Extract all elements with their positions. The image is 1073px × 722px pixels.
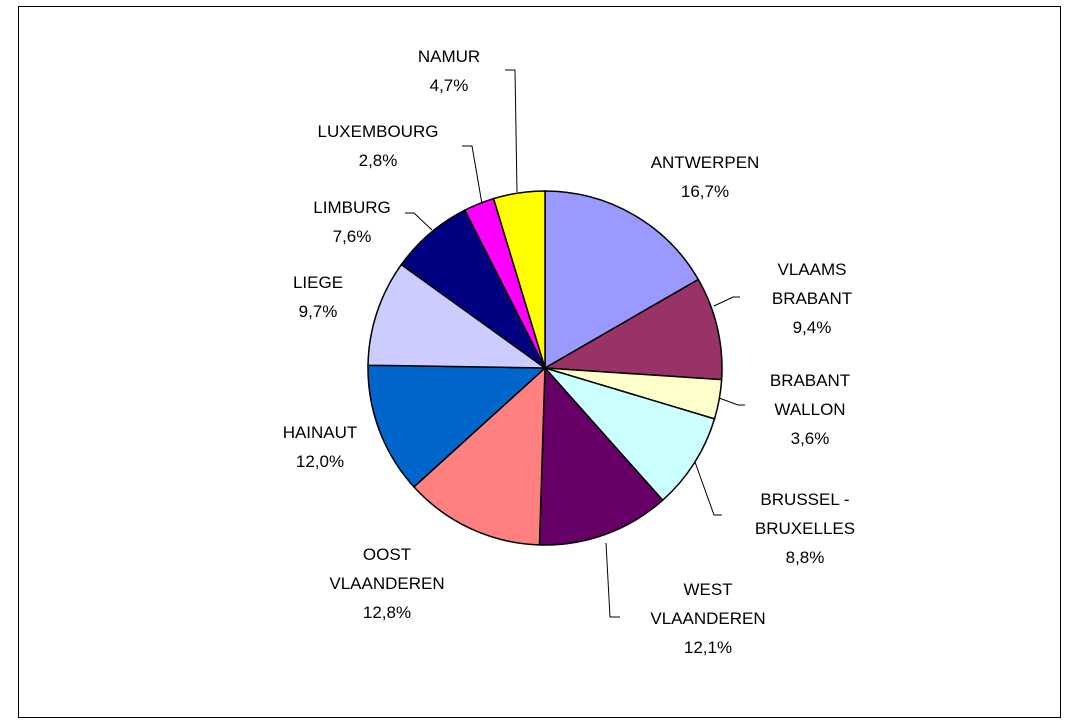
pie-slice bbox=[412, 366, 546, 546]
pie-slice bbox=[544, 190, 700, 370]
slice-label: LUXEMBOURG 2,8% bbox=[318, 117, 439, 175]
slice-label: BRABANT WALLON 3,6% bbox=[770, 366, 850, 453]
category-label: WEST VLAANDEREN bbox=[650, 580, 766, 628]
leader-line bbox=[718, 397, 745, 406]
pie-slice bbox=[492, 190, 546, 369]
slice-label: NAMUR 4,7% bbox=[418, 42, 480, 100]
slice-label: VLAAMS BRABANT 9,4% bbox=[772, 255, 852, 342]
slice-label: LIEGE 9,7% bbox=[293, 268, 343, 326]
value-label: 12,8% bbox=[362, 603, 412, 622]
category-label: LIEGE bbox=[292, 273, 344, 292]
value-label: 3,6% bbox=[790, 429, 830, 448]
slice-label: WEST VLAANDEREN 12,1% bbox=[650, 575, 765, 662]
pie-slice bbox=[542, 278, 723, 381]
slice-label: OOST VLAANDEREN 12,8% bbox=[329, 540, 444, 627]
slice-label: ANTWERPEN 16,7% bbox=[651, 148, 760, 206]
category-label: LIMBURG bbox=[313, 198, 391, 217]
leader-line bbox=[405, 212, 433, 231]
pie-slice bbox=[367, 364, 547, 488]
value-label: 9,4% bbox=[792, 318, 832, 337]
value-label: 2,8% bbox=[358, 151, 398, 170]
leader-line bbox=[462, 145, 483, 205]
value-label: 12,0% bbox=[295, 452, 345, 471]
value-label: 12,1% bbox=[683, 638, 733, 657]
category-label: LUXEMBOURG bbox=[317, 122, 439, 141]
pie-slice bbox=[367, 263, 548, 369]
value-label: 7,6% bbox=[332, 227, 372, 246]
slice-label: HAINAUT 12,0% bbox=[283, 418, 358, 476]
pie-slice bbox=[538, 366, 664, 546]
category-label: OOST VLAANDEREN bbox=[329, 545, 445, 593]
category-label: ANTWERPEN bbox=[650, 153, 760, 172]
value-label: 4,7% bbox=[429, 76, 469, 95]
category-label: BRUSSEL - BRUXELLES bbox=[754, 490, 856, 538]
value-label: 16,7% bbox=[680, 182, 730, 201]
leader-lines bbox=[405, 69, 745, 618]
category-label: VLAAMS BRABANT bbox=[771, 260, 853, 308]
slice-label: BRUSSEL - BRUXELLES 8,8% bbox=[755, 485, 855, 572]
leader-line bbox=[605, 542, 620, 618]
category-label: NAMUR bbox=[417, 47, 481, 66]
pie-slice bbox=[542, 366, 716, 502]
category-label: BRABANT WALLON bbox=[769, 371, 851, 419]
value-label: 9,7% bbox=[298, 302, 338, 321]
slice-label: LIMBURG 7,6% bbox=[313, 193, 390, 251]
value-label: 8,8% bbox=[785, 548, 825, 567]
leader-line bbox=[694, 461, 722, 516]
category-label: HAINAUT bbox=[282, 423, 358, 442]
leader-line bbox=[505, 69, 518, 193]
leader-line bbox=[713, 296, 740, 307]
